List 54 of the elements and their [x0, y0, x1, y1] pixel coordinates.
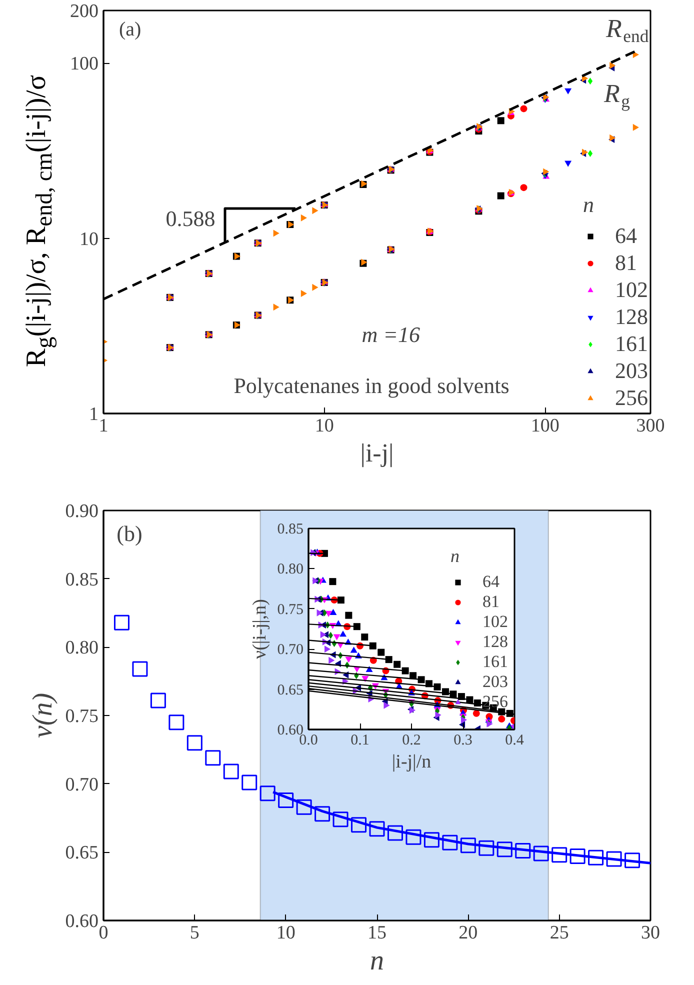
x-tick-label: 0.4 — [505, 732, 524, 748]
legend-label: 256 — [615, 385, 648, 411]
y-tick-label: 0.60 — [65, 911, 98, 932]
y-tick-label: 0.70 — [277, 642, 304, 658]
x-tick-label: 100 — [530, 416, 560, 436]
x-tick-label: 10 — [314, 416, 334, 436]
x-tick-label: 300 — [636, 416, 665, 436]
y-tick-label: 0.75 — [277, 602, 304, 618]
legend-label: 102 — [482, 612, 508, 632]
x-tick-label: 0 — [98, 922, 108, 944]
y-axis-title: ν(n) — [27, 692, 58, 738]
legend-label: 161 — [482, 652, 508, 672]
y-tick-label: 0.85 — [65, 569, 98, 590]
annotation: (b) — [116, 521, 142, 546]
x-axis-title: |i-j| — [360, 438, 394, 468]
x-tick-label: 25 — [550, 922, 569, 944]
legend-label: 128 — [482, 632, 508, 652]
annotation: Polycatenanes in good solvents — [234, 373, 510, 398]
x-tick-label: 0.3 — [454, 732, 472, 748]
y-tick-label: 100 — [70, 54, 98, 75]
legend-title: n — [583, 192, 595, 218]
x-tick-label: 15 — [368, 922, 386, 944]
annotation: m =16 — [362, 322, 420, 347]
y-tick-label: 0.80 — [277, 562, 304, 578]
x-tick-label: 30 — [641, 922, 660, 944]
y-tick-label: 0.75 — [65, 706, 98, 727]
y-tick-label: 0.65 — [277, 682, 304, 698]
x-tick-label: 0.1 — [350, 732, 370, 748]
annotation: (a) — [119, 18, 142, 40]
y-tick-label: 10 — [80, 228, 98, 250]
x-axis-title: n — [370, 946, 384, 976]
annotation: 0.588 — [166, 206, 216, 231]
y-tick-label: 0.80 — [65, 638, 98, 659]
legend-label: 161 — [615, 331, 648, 357]
legend-label: 81 — [615, 250, 637, 276]
x-tick-label: 5 — [190, 922, 200, 944]
y-axis-title: ν(|i-j|,n) — [249, 598, 270, 659]
x-axis-title: |i-j|/n — [392, 752, 432, 772]
legend-label: 203 — [615, 358, 648, 384]
y-tick-label: 0.90 — [65, 501, 98, 522]
y-tick-label: 0.70 — [65, 774, 98, 796]
x-tick-label: 0.2 — [402, 732, 421, 748]
y-tick-label: 0.85 — [277, 522, 304, 538]
legend-label: 64 — [615, 223, 637, 249]
legend-title: n — [450, 546, 460, 566]
x-tick-label: 20 — [458, 922, 478, 944]
legend-label: 128 — [615, 304, 648, 330]
legend-label: 203 — [482, 672, 508, 692]
legend-label: 81 — [482, 592, 500, 612]
y-tick-label: 0.65 — [65, 842, 98, 864]
legend-label: 64 — [482, 572, 500, 592]
y-tick-label: 200 — [70, 1, 98, 22]
legend-label: 102 — [615, 277, 648, 303]
legend-label: 256 — [482, 692, 508, 712]
